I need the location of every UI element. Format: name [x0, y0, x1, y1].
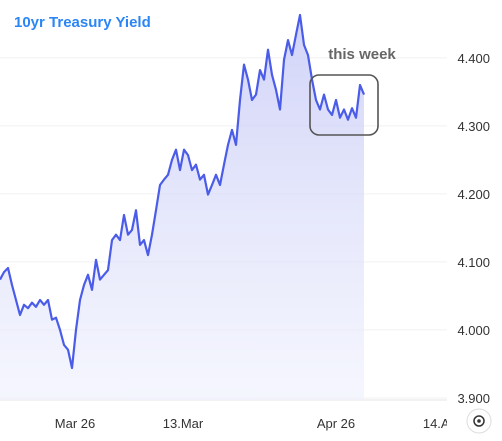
- y-tick-label: 4.100: [457, 255, 490, 270]
- y-tick-label: 3.900: [457, 391, 490, 406]
- x-tick-label: 14.Apr: [423, 416, 462, 431]
- y-tick-label: 4.200: [457, 187, 490, 202]
- y-tick-label: 4.300: [457, 119, 490, 134]
- area-fill: [0, 15, 364, 400]
- settings-gear[interactable]: [473, 415, 485, 427]
- x-tick-label: Apr 26: [317, 416, 355, 431]
- chart-title: 10yr Treasury Yield: [14, 14, 151, 31]
- line-series: [0, 13, 366, 370]
- annotation-box: [309, 74, 379, 136]
- x-tick-label: 13.Mar: [163, 416, 204, 431]
- x-tick-label: Mar 26: [55, 416, 95, 431]
- settings-button[interactable]: [466, 408, 492, 434]
- y-tick-label: 4.000: [457, 323, 490, 338]
- annotation: this week: [328, 46, 396, 63]
- settings-gear-center[interactable]: [477, 419, 481, 423]
- y-tick-label: 4.400: [457, 51, 490, 66]
- plot-area: [0, 13, 366, 400]
- y-axis: 3.900 4.000 4.100 4.200 4.300 4.400: [457, 51, 490, 406]
- x-axis: Mar 26 13.Mar Apr 26 14.Apr: [55, 416, 462, 431]
